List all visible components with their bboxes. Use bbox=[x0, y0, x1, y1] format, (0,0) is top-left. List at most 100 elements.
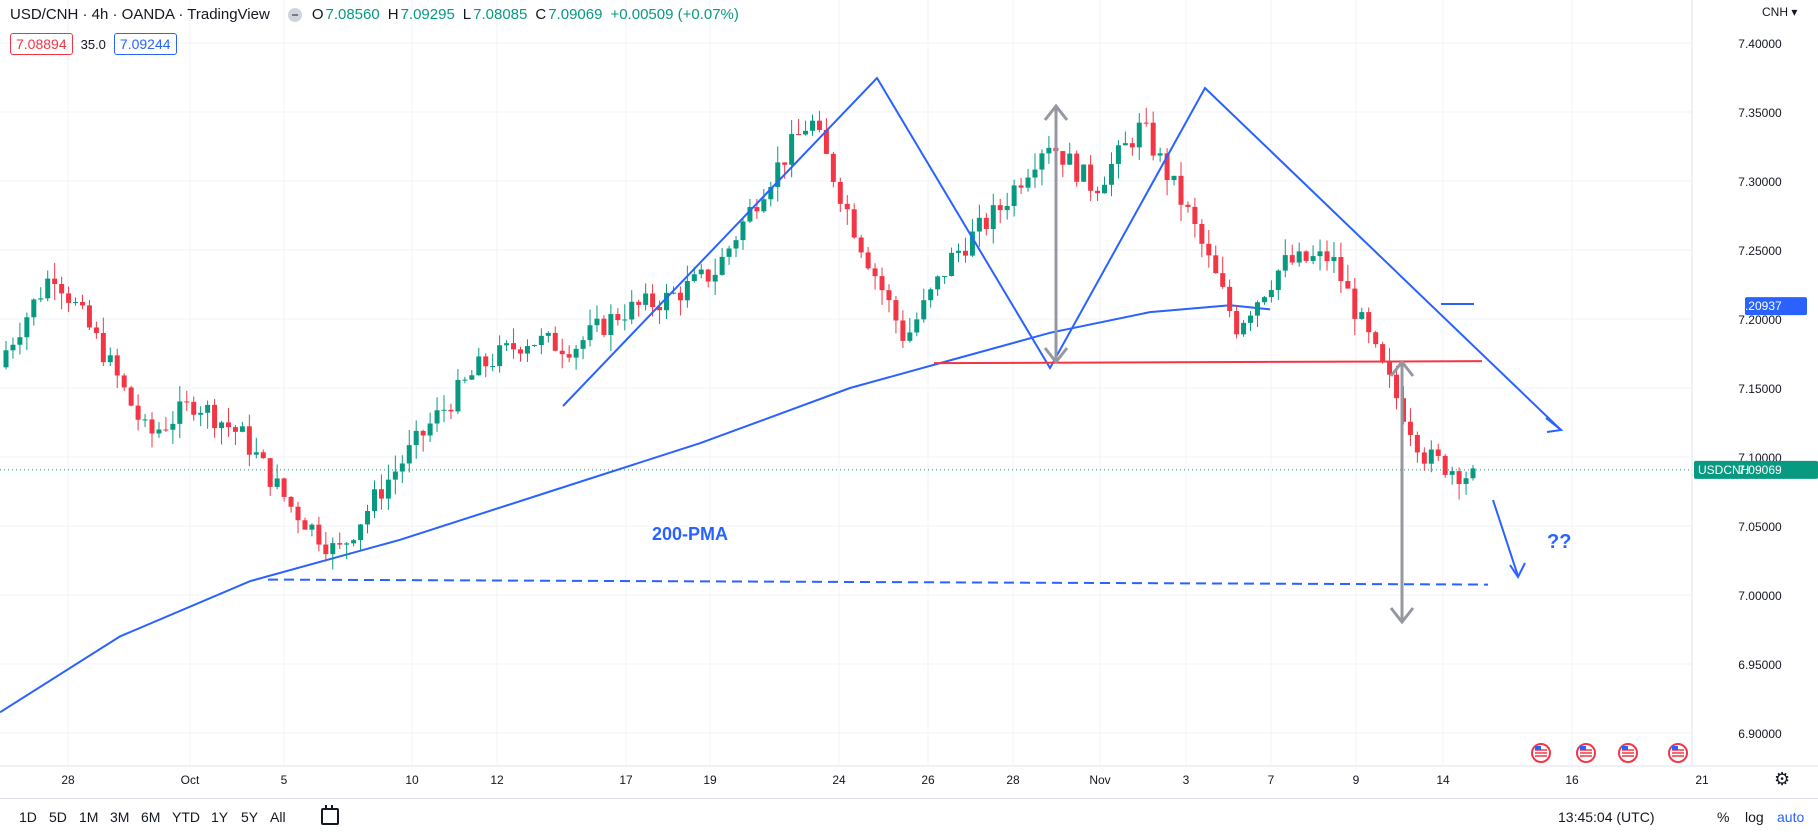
timeframe-3m[interactable]: 3M bbox=[110, 809, 130, 825]
candle-body bbox=[684, 281, 690, 301]
candle-body bbox=[608, 314, 614, 335]
collapse-icon[interactable] bbox=[287, 7, 302, 22]
chart-grid bbox=[0, 0, 1818, 767]
sell-price[interactable]: 7.08894 bbox=[10, 33, 73, 55]
ma-price-label: 7.20937 bbox=[1738, 297, 1807, 316]
candle-body bbox=[302, 520, 308, 530]
candle-body bbox=[177, 401, 183, 424]
buy-price[interactable]: 7.09244 bbox=[113, 33, 177, 55]
flag-canton bbox=[1535, 746, 1541, 750]
candle-body bbox=[1199, 224, 1205, 244]
candle-body bbox=[1025, 177, 1031, 188]
candle-body bbox=[1108, 163, 1114, 185]
candle-body bbox=[351, 540, 357, 544]
high-label: H bbox=[387, 6, 399, 23]
percent-toggle[interactable]: % bbox=[1717, 809, 1730, 825]
candle-body bbox=[114, 355, 120, 376]
candle-body bbox=[594, 318, 600, 326]
clock[interactable]: 13:45:04 (UTC) bbox=[1558, 809, 1655, 825]
candle-body bbox=[643, 293, 649, 305]
economic-events[interactable] bbox=[1531, 743, 1688, 763]
y-tick-label: 7.05000 bbox=[1738, 520, 1782, 534]
spread: 35.0 bbox=[80, 36, 106, 52]
bid-ask: 7.08894 35.0 7.09244 bbox=[10, 33, 177, 55]
price-axis[interactable]: 7.40000 7.35000 7.30000 7.25000 7.20000 7.150… bbox=[1694, 37, 1818, 741]
ma-200-path bbox=[0, 304, 1271, 714]
timeframe-1m[interactable]: 1M bbox=[79, 809, 99, 825]
candle-body bbox=[1004, 206, 1010, 211]
candle-body bbox=[823, 129, 829, 154]
candle-body bbox=[246, 426, 252, 455]
candle-body bbox=[1185, 204, 1191, 207]
candle-body bbox=[100, 332, 106, 363]
timeframe-all[interactable]: All bbox=[270, 809, 286, 825]
candle-body bbox=[1067, 153, 1073, 165]
support-line bbox=[267, 578, 1489, 586]
candle-body bbox=[1324, 251, 1330, 262]
question-annotation: ?? bbox=[1547, 531, 1571, 553]
timeframe-5y[interactable]: 5Y bbox=[241, 809, 259, 825]
candle-body bbox=[1261, 297, 1267, 303]
candle-body bbox=[1011, 185, 1017, 207]
candle-body bbox=[1421, 452, 1427, 464]
x-tick-label: 19 bbox=[703, 773, 717, 787]
candle-body bbox=[650, 293, 656, 308]
candle-body bbox=[10, 344, 16, 351]
candle-body bbox=[538, 335, 544, 346]
timeframe-1y[interactable]: 1Y bbox=[211, 809, 229, 825]
candle-body bbox=[775, 162, 781, 188]
candle-body bbox=[191, 401, 197, 415]
candle-body bbox=[73, 302, 79, 304]
candle-body bbox=[24, 317, 30, 338]
candle-body bbox=[851, 209, 857, 238]
trend-arrowhead bbox=[1545, 417, 1564, 433]
timeframe-1d[interactable]: 1D bbox=[19, 809, 37, 825]
candle-body bbox=[497, 345, 503, 367]
candle-body bbox=[309, 524, 315, 530]
log-toggle[interactable]: log bbox=[1745, 809, 1764, 825]
candle-body bbox=[1449, 471, 1455, 475]
symbol-title[interactable]: USD/CNH · 4h · OANDA · TradingView bbox=[10, 6, 270, 23]
candle-body bbox=[1289, 255, 1295, 263]
measure-arrowhead-4 bbox=[1389, 607, 1415, 625]
candle-body bbox=[997, 205, 1003, 211]
candle-body bbox=[733, 240, 739, 249]
candle-body bbox=[747, 207, 753, 222]
calendar-icon[interactable] bbox=[321, 805, 339, 825]
close-label: C bbox=[535, 6, 547, 23]
time-axis[interactable]: 28 Oct 5 10 12 17 19 24 26 28 Nov 3 7 9 14 16 21 bbox=[61, 773, 1709, 787]
candle-body bbox=[337, 543, 343, 545]
pattern-trendlines bbox=[562, 76, 1562, 431]
candle-body bbox=[914, 319, 920, 333]
candle-body bbox=[1241, 322, 1247, 335]
settings-gear-icon[interactable]: ⚙ bbox=[1774, 769, 1791, 789]
candle-body bbox=[476, 356, 482, 376]
x-tick-label: 21 bbox=[1695, 773, 1709, 787]
timeframe-ytd[interactable]: YTD bbox=[172, 809, 200, 825]
candle-body bbox=[1032, 169, 1038, 178]
candle-body bbox=[1338, 257, 1344, 282]
candle-body bbox=[983, 217, 989, 230]
candle-body bbox=[816, 120, 822, 130]
candle-body bbox=[1380, 344, 1386, 362]
y-tick-label: 7.30000 bbox=[1738, 175, 1782, 189]
candle-body bbox=[170, 423, 176, 430]
x-tick-label: 12 bbox=[490, 773, 504, 787]
candle-body bbox=[844, 203, 850, 210]
candle-body bbox=[545, 332, 551, 336]
x-tick-label: 16 bbox=[1565, 773, 1579, 787]
candle-body bbox=[677, 292, 683, 301]
candle-body bbox=[976, 217, 982, 232]
timeframe-6m[interactable]: 6M bbox=[141, 809, 161, 825]
candle-body bbox=[956, 250, 962, 253]
candle-body bbox=[1407, 421, 1413, 435]
candle-body bbox=[1248, 315, 1254, 323]
open-label: O bbox=[311, 6, 324, 23]
candle-body bbox=[1150, 122, 1156, 156]
auto-toggle[interactable]: auto bbox=[1777, 809, 1805, 825]
candle-body bbox=[17, 337, 23, 345]
currency-selector[interactable]: CNH ▾ bbox=[1762, 5, 1798, 19]
timeframe-5d[interactable]: 5D bbox=[49, 809, 67, 825]
candle-body bbox=[1095, 190, 1101, 194]
